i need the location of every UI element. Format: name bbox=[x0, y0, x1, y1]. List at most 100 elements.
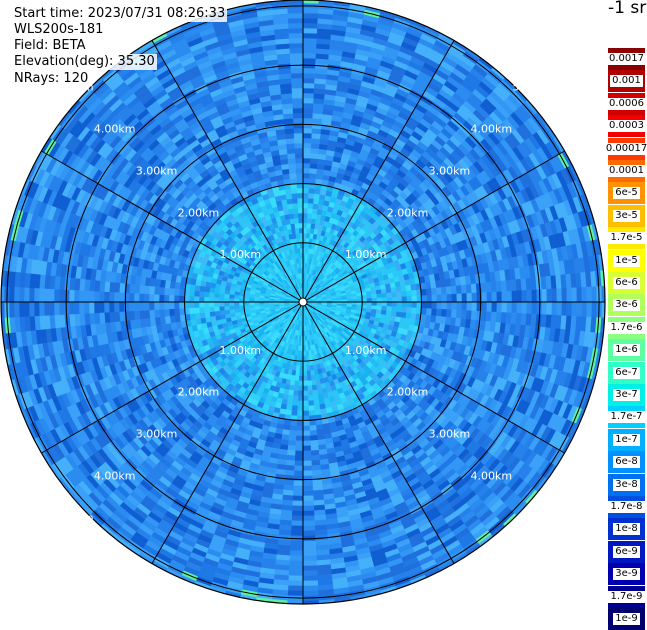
range-gate-cell bbox=[294, 381, 299, 386]
range-gate-cell bbox=[296, 436, 303, 441]
range-gate-cell bbox=[382, 302, 387, 306]
range-gate-cell bbox=[303, 491, 313, 496]
range-gate-cell bbox=[298, 391, 303, 396]
range-gate-cell bbox=[421, 289, 426, 296]
range-gate-cell bbox=[312, 118, 322, 124]
range-gate-cell bbox=[402, 302, 407, 307]
range-gate-cell bbox=[314, 405, 320, 411]
range-gate-cell bbox=[294, 461, 303, 466]
range-gate-cell bbox=[472, 302, 477, 311]
range-gate-cell bbox=[164, 287, 170, 295]
range-gate-cell bbox=[303, 93, 314, 98]
range-gate-cell bbox=[312, 390, 317, 396]
range-gate-cell bbox=[114, 312, 120, 322]
range-gate-cell bbox=[303, 198, 308, 203]
range-gate-cell bbox=[209, 302, 214, 307]
range-gate-cell bbox=[406, 307, 411, 313]
range-gate-cell bbox=[124, 283, 130, 293]
range-gate-cell bbox=[406, 313, 412, 319]
range-gate-cell bbox=[397, 302, 402, 307]
range-gate-cell bbox=[134, 284, 140, 293]
range-gate-cell bbox=[401, 307, 406, 313]
range-gate-cell bbox=[512, 302, 517, 313]
range-gate-cell bbox=[311, 450, 319, 456]
range-gate-cell bbox=[299, 366, 303, 371]
range-gate-cell bbox=[308, 193, 314, 198]
range-gate-cell bbox=[292, 198, 298, 203]
range-gate-cell bbox=[283, 485, 293, 491]
range-gate-cell bbox=[124, 311, 130, 321]
range-gate-cell bbox=[159, 287, 165, 295]
range-gate-cell bbox=[487, 292, 492, 302]
range-gate-cell bbox=[293, 496, 303, 501]
range-gate-cell bbox=[442, 294, 447, 302]
range-gate-cell bbox=[307, 218, 312, 223]
range-gate-cell bbox=[307, 376, 311, 381]
range-gate-cell bbox=[284, 123, 294, 129]
range-gate-cell bbox=[154, 310, 160, 318]
range-gate-cell bbox=[199, 297, 204, 302]
range-gate-cell bbox=[286, 138, 295, 144]
range-gate-cell bbox=[311, 143, 320, 149]
range-gate-cell bbox=[159, 294, 164, 302]
range-gate-cell bbox=[289, 430, 296, 436]
range-gate-cell bbox=[287, 445, 295, 451]
range-gate-cell bbox=[307, 381, 312, 386]
range-gate-cell bbox=[309, 188, 315, 193]
range-gate-cell bbox=[406, 291, 411, 297]
range-gate-cell bbox=[307, 223, 311, 228]
range-gate-cell bbox=[295, 228, 299, 233]
range-gate-cell bbox=[411, 308, 416, 314]
range-gate-cell bbox=[99, 302, 104, 313]
range-gate-cell bbox=[303, 446, 311, 451]
range-gate-cell bbox=[352, 296, 357, 299]
range-gate-cell bbox=[312, 128, 321, 134]
range-gate-cell bbox=[174, 289, 180, 296]
range-gate-cell bbox=[114, 282, 120, 292]
range-gate-cell bbox=[290, 173, 297, 179]
range-gate-cell bbox=[426, 289, 432, 296]
range-gate-cell bbox=[294, 471, 303, 476]
range-gate-cell bbox=[456, 285, 462, 294]
range-gate-cell bbox=[286, 194, 292, 200]
range-gate-cell bbox=[159, 309, 165, 317]
range-gate-cell bbox=[303, 108, 313, 113]
range-gate-cell bbox=[482, 302, 487, 312]
range-gate-cell bbox=[214, 311, 220, 316]
range-gate-cell bbox=[296, 426, 303, 431]
range-gate-cell bbox=[437, 302, 442, 309]
range-gate-cell bbox=[296, 233, 300, 238]
range-gate-cell bbox=[149, 302, 154, 310]
range-gate-cell bbox=[283, 113, 293, 119]
range-gate-cell bbox=[295, 158, 303, 163]
range-gate-cell bbox=[303, 178, 309, 183]
range-gate-cell bbox=[297, 193, 303, 198]
range-gate-cell bbox=[294, 133, 303, 138]
range-gate-cell bbox=[451, 286, 457, 294]
range-gate-cell bbox=[293, 203, 298, 208]
range-gate-cell bbox=[311, 148, 319, 154]
range-gate-cell bbox=[204, 307, 209, 312]
range-gate-cell bbox=[194, 291, 199, 297]
range-gate-cell bbox=[174, 295, 179, 302]
range-gate-cell bbox=[303, 218, 307, 223]
range-gate-cell bbox=[224, 310, 229, 315]
range-gate-cell bbox=[134, 302, 139, 311]
range-gate-cell bbox=[310, 430, 317, 436]
range-gate-cell bbox=[303, 466, 312, 471]
range-gate-cell bbox=[234, 298, 239, 302]
range-gate-cell bbox=[94, 302, 99, 313]
range-gate-cell bbox=[99, 291, 104, 302]
range-gate-cell bbox=[229, 306, 234, 310]
range-gate-cell bbox=[291, 223, 296, 228]
range-gate-cell bbox=[303, 506, 314, 511]
range-gate-cell bbox=[297, 411, 303, 416]
range-gate-cell bbox=[306, 351, 309, 356]
range-gate-cell bbox=[407, 302, 412, 308]
range-gate-cell bbox=[457, 294, 462, 302]
range-gate-cell bbox=[303, 223, 307, 228]
range-gate-cell bbox=[179, 296, 184, 302]
range-gate-cell bbox=[291, 410, 297, 415]
range-gate-cell bbox=[299, 233, 303, 238]
range-gate-cell bbox=[472, 293, 477, 302]
